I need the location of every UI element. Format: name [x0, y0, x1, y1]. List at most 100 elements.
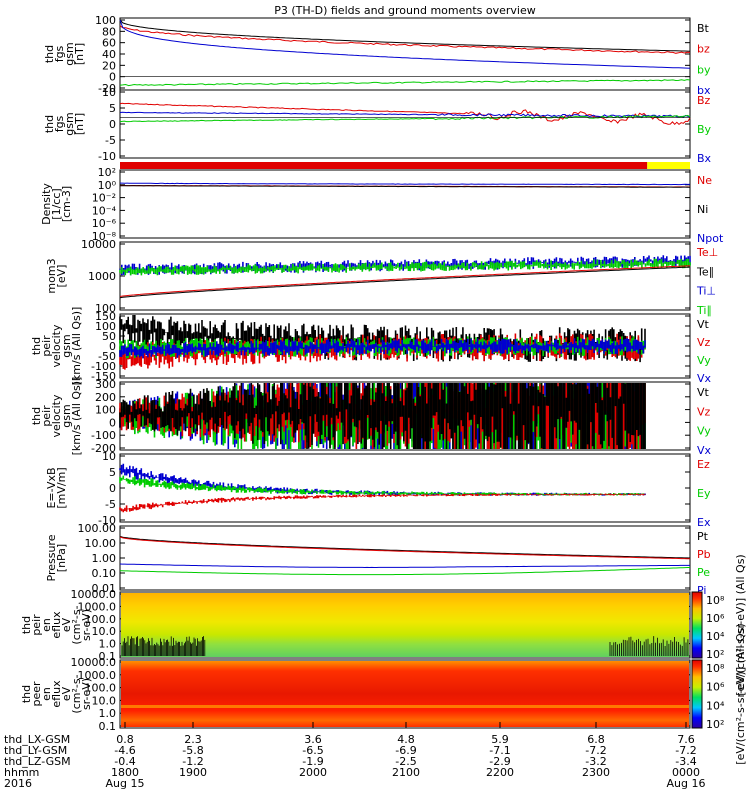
- y-label-line: thd: [43, 45, 56, 63]
- y-tick-label: 100.0: [85, 682, 117, 695]
- y-label-line: [nT]: [73, 43, 86, 65]
- series-Ni: [119, 185, 690, 188]
- legend-Ne: Ne: [697, 174, 712, 187]
- x-tick-label: 1800: [111, 766, 139, 779]
- y-label-line: velocity: [50, 394, 63, 437]
- series-Pb: [119, 536, 691, 560]
- y-label-line: thd: [20, 685, 33, 703]
- y-tick-label: 20: [102, 59, 116, 72]
- x-tick-label: -6.5: [302, 744, 323, 757]
- y-tick-label: 0.1: [99, 650, 117, 663]
- y-label-line: [nT]: [73, 113, 86, 135]
- y-tick-label: 100: [95, 404, 116, 417]
- panel-efield: 10 5 0 -5 -10 E=-VxB[mV/m] Ez Ey Ex: [45, 450, 711, 529]
- y-tick-label: 1.0: [99, 707, 117, 720]
- y-tick-label: 0: [109, 118, 116, 131]
- x-tick-label: Aug 15: [106, 777, 145, 790]
- y-label-line: fgs: [53, 45, 66, 62]
- y-label-line: E=-VxB: [45, 467, 58, 508]
- y-label-line: mom3: [45, 258, 58, 293]
- y-label-line: thd: [20, 616, 33, 634]
- y-tick-label: 5: [109, 102, 116, 115]
- x-tick-label: 2000: [299, 766, 327, 779]
- y-tick-label: -10: [98, 150, 116, 163]
- x-tick-label: -3.2: [585, 755, 606, 768]
- x-tick-label: 0000: [672, 766, 700, 779]
- y-label-line: Pressure: [45, 534, 58, 581]
- y-label-line: en: [40, 618, 53, 632]
- y-tick-label: 5: [109, 466, 116, 479]
- x-tick-label: 2200: [486, 766, 514, 779]
- x-row-name: 2016: [4, 777, 32, 790]
- x-tick-label: -1.2: [182, 755, 203, 768]
- legend-Vz: Vz: [697, 405, 711, 418]
- y-label-line: thd: [43, 115, 56, 133]
- y-label-line: eV: [60, 686, 73, 701]
- y-tick-label: 10: [102, 450, 116, 463]
- x-tick-label: -3.4: [675, 755, 696, 768]
- y-label-line: eflux: [50, 680, 63, 708]
- legend-Vt: Vt: [697, 318, 710, 331]
- y-label-line: [1/cc]: [50, 188, 63, 219]
- spectrogram-gaps: [121, 636, 689, 656]
- y-tick-label: 0: [109, 416, 116, 429]
- series-Pt: [119, 535, 691, 559]
- legend-Vz: Vz: [697, 336, 711, 349]
- panel-frame: [119, 659, 691, 729]
- panel-frame: [119, 241, 691, 311]
- colorbar-tick-label: 10⁸: [706, 662, 725, 675]
- x-tick-label: 2100: [392, 766, 420, 779]
- y-label-line: peer: [30, 681, 43, 707]
- colorbar-label-text: [eV/(cm²-s-sr-eV)] (All Qs): [734, 554, 747, 695]
- legend-Bt: Bt: [697, 22, 710, 35]
- x-tick-label: -6.9: [395, 744, 416, 757]
- x-tick-label: -4.6: [114, 744, 135, 757]
- y-label-line: [nPa]: [55, 544, 68, 572]
- x-tick-label: 2.3: [184, 733, 202, 746]
- x-row-name: thd_LX-GSM: [4, 733, 70, 746]
- x-row-name: thd_LY-GSM: [4, 744, 67, 757]
- panel-frame: [119, 169, 691, 239]
- y-label-line: sr-eV): [80, 609, 93, 641]
- series-by: [119, 79, 691, 87]
- y-tick-label: 10⁻⁸: [92, 230, 117, 243]
- panel-pressure: 100.00 10.00 1.00 0.10 0.01 Pressure[nPa] Pt Pb…: [45, 522, 711, 597]
- series-Ey: [119, 475, 646, 496]
- y-tick-label: 150: [95, 310, 116, 323]
- legend-Vt: Vt: [697, 386, 710, 399]
- y-tick-label: -100: [91, 429, 116, 442]
- series-Pe: [120, 567, 690, 576]
- legend-Bz: Bz: [697, 94, 711, 107]
- x-tick-label: 7.6: [677, 733, 695, 746]
- panel-frame: [119, 17, 691, 91]
- y-tick-label: 10: [102, 86, 116, 99]
- legend-Pi: Pi: [697, 584, 706, 597]
- legend-Ey: Ey: [697, 487, 711, 500]
- legend-Ex: Ex: [697, 516, 711, 529]
- colorbar-tick-label: 10⁸: [706, 594, 725, 607]
- y-tick-label: 0.10: [92, 567, 117, 580]
- y-label-line: eflux: [50, 611, 63, 639]
- y-tick-label: 0.01: [92, 582, 117, 595]
- y-tick-label: 1000.0: [78, 669, 117, 682]
- legend-Vx: Vx: [697, 372, 712, 385]
- y-tick-label: 10.00: [85, 537, 117, 550]
- y-tick-label: 1.0: [99, 638, 117, 651]
- series-Bt: [119, 19, 691, 52]
- legend-Vy: Vy: [697, 425, 711, 438]
- colorbar-label: [eV/(cm²-s-sr-eV)] (All Qs): [734, 623, 747, 764]
- series-Te-perp: [119, 265, 691, 297]
- y-axis-label: mom3[eV]: [45, 258, 68, 293]
- x-tick-label: 5.9: [491, 733, 509, 746]
- y-label-line: [mV/m]: [55, 467, 68, 508]
- x-tick-label: 4.8: [397, 733, 415, 746]
- legend-Pb: Pb: [697, 548, 711, 561]
- legend-by: by: [697, 63, 711, 76]
- y-tick-label: -5: [105, 498, 116, 511]
